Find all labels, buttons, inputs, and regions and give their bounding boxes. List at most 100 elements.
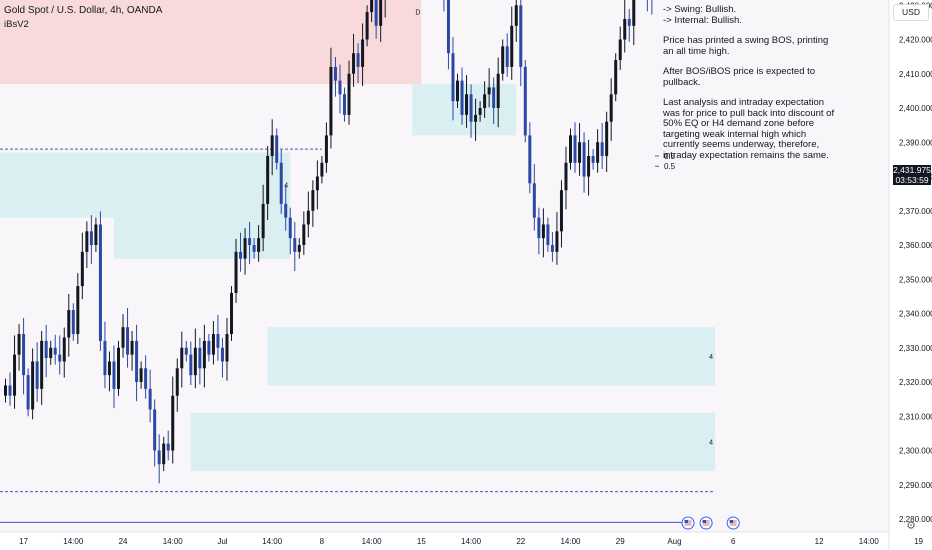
- x-tick-label-6: 8: [320, 537, 325, 546]
- candle-body-10: [49, 347, 53, 359]
- candle-body-108: [492, 87, 496, 108]
- candle-body-23: [107, 361, 111, 376]
- y-tick-label-11: 2,390.000: [899, 138, 932, 147]
- x-tick-label-4: Jul: [217, 537, 227, 546]
- candle-body-16: [76, 286, 80, 335]
- candle-body-60: [275, 135, 279, 163]
- time-axis: [0, 532, 889, 550]
- candle-body-34: [157, 450, 161, 465]
- zone-label-2: D: [415, 10, 420, 17]
- candle-body-0: [4, 385, 7, 396]
- candle-body-42: [193, 347, 197, 376]
- candle-body-52: [239, 251, 243, 259]
- candle-body-19: [89, 231, 93, 245]
- candle-body-53: [243, 238, 247, 259]
- us-flag-icon[interactable]: [726, 516, 740, 530]
- candle-body-45: [207, 340, 211, 355]
- candle-body-37: [171, 395, 175, 451]
- x-tick-label-7: 14:00: [362, 537, 383, 546]
- candle-body-7: [35, 361, 39, 389]
- candle-body-100: [456, 80, 459, 102]
- candle-body-77: [352, 53, 356, 74]
- candle-body-128: [582, 142, 586, 177]
- candle-body-43: [198, 347, 202, 369]
- candle-body-107: [487, 87, 491, 95]
- y-tick-label-12: 2,400.000: [899, 104, 932, 113]
- x-tick-label-8: 15: [417, 537, 426, 546]
- us-flag-icon[interactable]: [681, 516, 695, 530]
- candle-body-113: [514, 5, 518, 26]
- candle-body-17: [80, 251, 84, 287]
- candle-body-38: [175, 368, 179, 396]
- candle-body-101: [460, 80, 464, 115]
- candle-body-36: [166, 443, 170, 451]
- currency-button[interactable]: USD: [893, 4, 929, 21]
- candle-body-67: [306, 210, 310, 225]
- candle-body-11: [53, 347, 57, 355]
- candle-body-117: [532, 183, 536, 218]
- candle-body-133: [605, 121, 609, 156]
- candle-body-106: [483, 94, 487, 108]
- y-tick-label-7: 2,350.000: [899, 275, 932, 284]
- candle-body-111: [505, 46, 509, 67]
- candle-body-104: [474, 114, 478, 122]
- candle-body-122: [555, 231, 559, 252]
- candle-body-110: [501, 46, 505, 74]
- swing-bias: -> Swing: Bullish.: [663, 4, 737, 15]
- candle-body-44: [202, 340, 206, 369]
- analysis-notes: -> Swing: Bullish. -> Internal: Bullish.…: [663, 4, 838, 171]
- candle-body-79: [361, 39, 365, 67]
- candle-body-2: [13, 354, 17, 396]
- gear-icon[interactable]: ⚙: [906, 520, 916, 532]
- candle-body-132: [600, 142, 604, 156]
- candle-body-31: [144, 368, 148, 389]
- candle-body-134: [609, 94, 613, 122]
- candle-body-50: [230, 292, 233, 335]
- last-price-value: 2,431.975: [893, 165, 931, 175]
- candle-body-20: [94, 224, 98, 245]
- y-tick-label-4: 2,320.000: [899, 378, 932, 387]
- candle-body-33: [153, 409, 157, 451]
- candle-body-129: [587, 155, 591, 177]
- candle-body-105: [478, 108, 482, 115]
- candle-body-81: [370, 0, 374, 13]
- candle-body-13: [62, 337, 66, 362]
- candle-body-72: [329, 66, 333, 136]
- candle-body-12: [58, 354, 62, 362]
- candle-body-6: [31, 361, 35, 410]
- candle-body-75: [343, 94, 346, 115]
- indicator-name: iBsV2: [4, 19, 29, 30]
- candle-body-61: [279, 162, 283, 204]
- x-tick-label-10: 22: [516, 537, 525, 546]
- x-tick-label-11: 14:00: [560, 537, 581, 546]
- candle-body-118: [537, 217, 541, 239]
- candle-body-71: [324, 135, 328, 163]
- candle-body-115: [523, 66, 527, 136]
- candle-body-63: [288, 217, 292, 239]
- candle-body-68: [311, 190, 315, 211]
- x-tick-label-1: 14:00: [63, 537, 84, 546]
- candle-body-55: [252, 245, 256, 252]
- candle-body-98: [446, 0, 450, 54]
- candle-body-137: [623, 18, 627, 40]
- candle-body-5: [26, 375, 30, 410]
- x-tick-label-5: 14:00: [262, 537, 283, 546]
- supply-zone-2: [0, 0, 422, 85]
- candle-body-65: [297, 245, 301, 252]
- candle-body-109: [496, 73, 500, 108]
- us-flag-icon[interactable]: [699, 516, 713, 530]
- y-tick-label-6: 2,340.000: [899, 310, 932, 319]
- candle-body-130: [591, 155, 595, 163]
- candle-body-49: [225, 334, 229, 362]
- x-tick-label-9: 14:00: [461, 537, 482, 546]
- demand-zone-3: [412, 84, 517, 136]
- x-tick-label-12: 29: [616, 537, 625, 546]
- x-tick-label-14: 6: [731, 537, 736, 546]
- candle-body-83: [379, 0, 383, 26]
- candle-body-119: [541, 224, 545, 239]
- candle-body-139: [632, 0, 636, 26]
- candle-body-64: [293, 238, 297, 252]
- candle-body-125: [569, 135, 572, 163]
- candle-body-39: [180, 347, 184, 369]
